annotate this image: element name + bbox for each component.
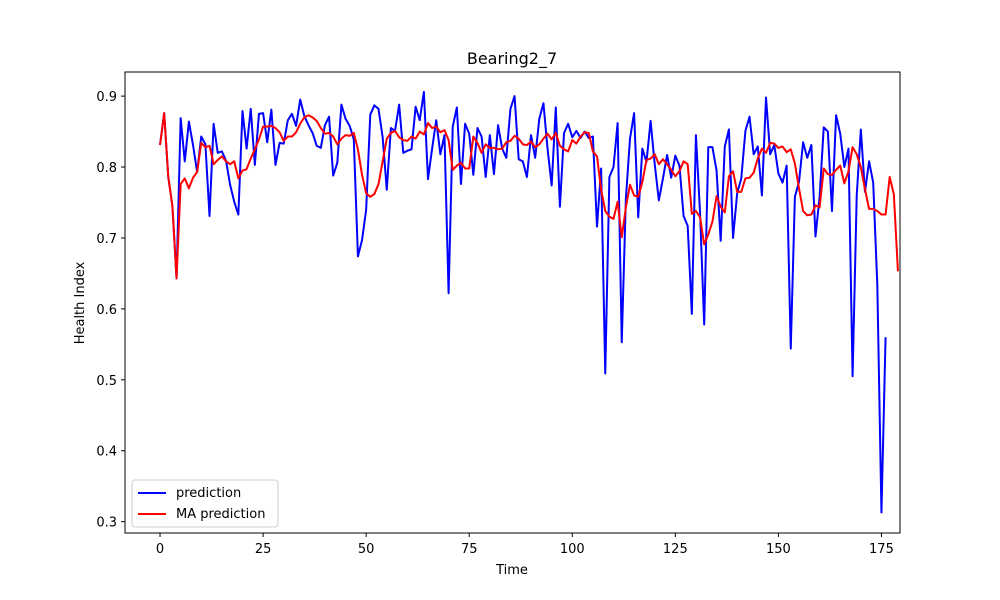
x-tick-label: 175 bbox=[869, 542, 894, 557]
chart-title: Bearing2_7 bbox=[467, 49, 557, 69]
series-line-ma-prediction bbox=[159, 112, 899, 280]
x-tick-label: 125 bbox=[663, 542, 688, 557]
x-axis: 0 25 50 75 100 125 150 175 bbox=[156, 533, 894, 557]
x-tick-label: 0 bbox=[156, 542, 164, 557]
x-tick-label: 100 bbox=[560, 542, 585, 557]
x-tick-label: 50 bbox=[358, 542, 375, 557]
y-tick-label: 0.5 bbox=[96, 374, 117, 389]
axes-frame bbox=[124, 71, 901, 534]
plot-area: 0 25 50 75 100 125 150 175 0.30.40.50.60.70.80.… bbox=[96, 71, 901, 557]
y-tick-label: 0.6 bbox=[96, 303, 117, 318]
y-tick-label: 0.4 bbox=[96, 445, 117, 460]
y-axis: 0.3 0.4 0.5 0.6 0.7 0.8 0.9 bbox=[96, 90, 125, 531]
legend-box bbox=[131, 479, 279, 528]
x-tick-label: 150 bbox=[766, 542, 791, 557]
y-tick-label: 0.7 bbox=[96, 232, 117, 247]
y-tick-label: 0.9 bbox=[96, 90, 117, 105]
legend: prediction MA prediction bbox=[131, 479, 279, 528]
legend-label-prediction: prediction bbox=[176, 486, 241, 501]
y-tick-label: 0.8 bbox=[96, 161, 117, 176]
x-axis-label: Time bbox=[495, 563, 528, 578]
series-layer bbox=[159, 90, 899, 514]
y-axis-label: Health Index bbox=[73, 261, 88, 344]
legend-label-ma-prediction: MA prediction bbox=[176, 507, 265, 522]
series-line-prediction bbox=[159, 90, 887, 514]
y-tick-label: 0.3 bbox=[96, 516, 117, 531]
x-tick-label: 25 bbox=[255, 542, 272, 557]
x-tick-label: 75 bbox=[461, 542, 478, 557]
